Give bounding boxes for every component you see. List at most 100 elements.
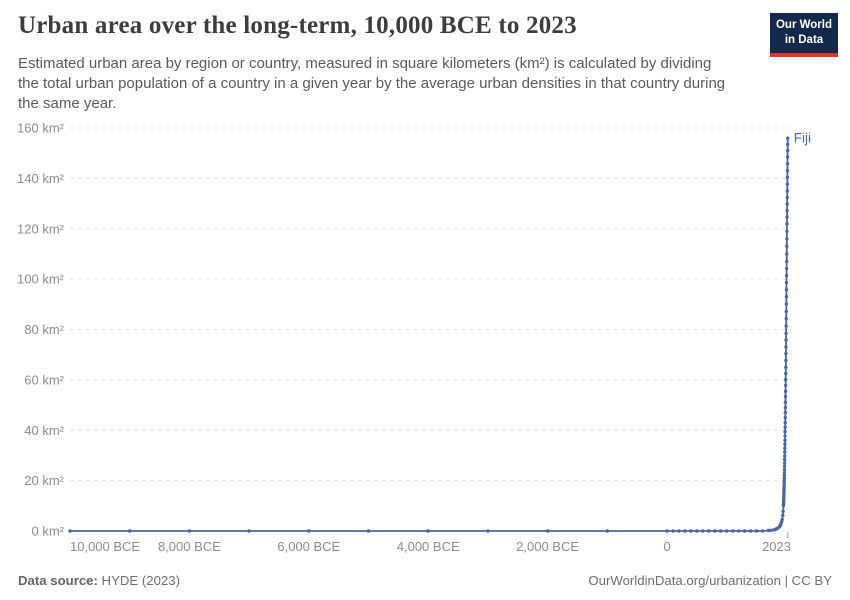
data-point[interactable]	[785, 252, 789, 256]
data-point[interactable]	[781, 513, 785, 518]
data-point[interactable]	[783, 415, 787, 420]
data-point[interactable]	[782, 464, 787, 468]
data-point[interactable]	[784, 365, 788, 369]
data-point[interactable]	[785, 215, 789, 219]
data-point[interactable]	[68, 529, 72, 533]
data-point[interactable]	[754, 529, 759, 533]
data-point[interactable]	[782, 478, 786, 483]
data-point[interactable]	[725, 529, 729, 533]
data-point[interactable]	[783, 450, 787, 454]
data-point[interactable]	[785, 182, 790, 186]
data-point[interactable]	[783, 377, 788, 382]
data-point[interactable]	[719, 529, 723, 533]
data-point[interactable]	[785, 237, 789, 241]
data-point[interactable]	[780, 517, 784, 522]
data-point[interactable]	[247, 529, 251, 533]
data-point[interactable]	[785, 168, 790, 173]
data-point[interactable]	[683, 529, 687, 533]
data-point[interactable]	[782, 457, 787, 462]
data-point[interactable]	[486, 529, 490, 533]
data-point[interactable]	[785, 222, 789, 226]
data-point[interactable]	[766, 528, 771, 533]
data-point[interactable]	[785, 244, 789, 249]
data-point[interactable]	[783, 434, 787, 438]
data-point[interactable]	[784, 295, 789, 299]
data-point[interactable]	[782, 467, 787, 472]
credit-link[interactable]: OurWorldinData.org/urbanization | CC BY	[588, 573, 832, 588]
data-point[interactable]	[730, 529, 735, 533]
data-point[interactable]	[785, 229, 789, 233]
data-point[interactable]	[605, 529, 609, 533]
data-point[interactable]	[786, 136, 790, 140]
data-point[interactable]	[783, 395, 788, 399]
data-point[interactable]	[783, 405, 788, 410]
data-point[interactable]	[695, 529, 699, 533]
data-point[interactable]	[785, 202, 789, 206]
data-point[interactable]	[782, 473, 787, 478]
data-point[interactable]	[781, 509, 785, 514]
x-tick-label: 10,000 BCE	[70, 539, 140, 554]
data-point[interactable]	[783, 420, 787, 425]
data-point[interactable]	[784, 302, 789, 306]
data-point[interactable]	[701, 529, 705, 533]
data-point[interactable]	[785, 175, 790, 180]
data-point[interactable]	[665, 529, 669, 533]
data-point[interactable]	[785, 259, 789, 264]
data-point[interactable]	[769, 528, 774, 532]
data-point[interactable]	[784, 273, 789, 278]
data-point[interactable]	[783, 454, 787, 458]
data-point[interactable]	[786, 142, 790, 147]
data-point[interactable]	[784, 338, 788, 342]
data-point[interactable]	[784, 351, 788, 356]
data-point[interactable]	[713, 529, 717, 533]
data-point[interactable]	[782, 481, 786, 485]
data-point[interactable]	[783, 438, 787, 443]
data-point[interactable]	[784, 371, 788, 376]
data-point[interactable]	[783, 410, 788, 415]
data-point[interactable]	[785, 189, 789, 193]
data-point[interactable]	[736, 529, 741, 533]
data-point[interactable]	[677, 529, 681, 533]
data-point[interactable]	[783, 389, 788, 393]
data-point[interactable]	[689, 529, 693, 533]
data-point[interactable]	[783, 430, 787, 434]
data-point[interactable]	[784, 266, 789, 271]
data-point[interactable]	[785, 155, 790, 159]
data-point[interactable]	[783, 442, 787, 447]
data-point[interactable]	[784, 316, 788, 321]
data-point[interactable]	[783, 383, 788, 388]
data-point[interactable]	[782, 476, 787, 480]
data-point[interactable]	[782, 461, 787, 465]
data-point[interactable]	[784, 280, 789, 285]
x-tick-label: 2,000 BCE	[516, 539, 579, 554]
data-point[interactable]	[784, 345, 788, 349]
data-point[interactable]	[785, 148, 790, 153]
data-point[interactable]	[784, 309, 788, 314]
data-point[interactable]	[784, 331, 788, 335]
data-point[interactable]	[785, 208, 789, 213]
data-point[interactable]	[785, 195, 789, 200]
data-point[interactable]	[783, 446, 787, 451]
fiji-line[interactable]	[69, 137, 789, 532]
data-point[interactable]	[545, 529, 550, 533]
data-point[interactable]	[742, 529, 747, 533]
data-point[interactable]	[784, 358, 788, 363]
data-point[interactable]	[707, 529, 711, 533]
data-point[interactable]	[782, 470, 787, 475]
data-point[interactable]	[187, 529, 192, 533]
data-point[interactable]	[128, 529, 132, 533]
data-point[interactable]	[783, 425, 787, 429]
data-point[interactable]	[748, 529, 753, 533]
data-point[interactable]	[366, 529, 371, 533]
data-point[interactable]	[784, 324, 788, 328]
y-tick-label: 120 km²	[17, 221, 65, 236]
data-point[interactable]	[783, 400, 788, 404]
data-point[interactable]	[760, 529, 765, 533]
data-point[interactable]	[784, 288, 789, 292]
data-point[interactable]	[426, 529, 430, 533]
data-point[interactable]	[785, 162, 790, 166]
y-tick-label: 160 km²	[17, 121, 65, 136]
data-point[interactable]	[671, 529, 675, 533]
data-point[interactable]	[307, 529, 311, 533]
